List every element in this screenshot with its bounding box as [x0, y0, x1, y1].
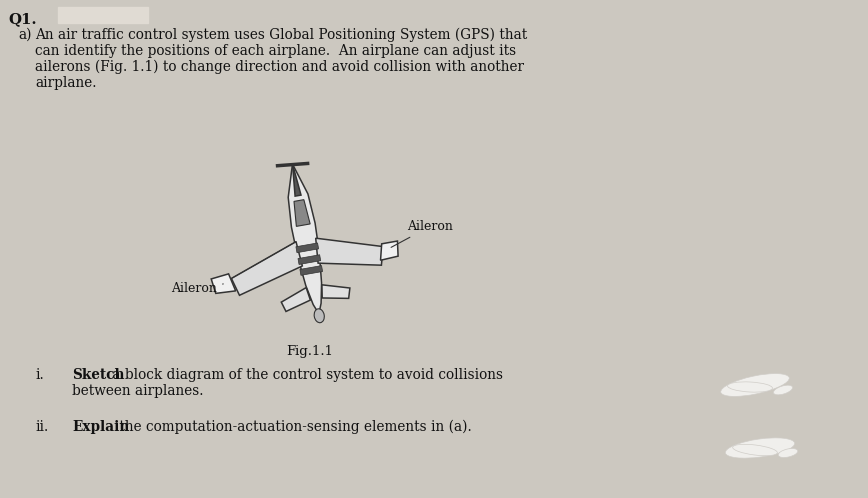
Ellipse shape	[726, 438, 795, 458]
Text: a block diagram of the control system to avoid collisions: a block diagram of the control system to…	[108, 368, 503, 382]
Text: a): a)	[18, 28, 31, 42]
FancyBboxPatch shape	[58, 7, 148, 23]
Ellipse shape	[720, 374, 789, 396]
Ellipse shape	[733, 444, 778, 456]
Polygon shape	[316, 238, 383, 265]
Text: between airplanes.: between airplanes.	[72, 384, 203, 398]
Text: ailerons (Fig. 1.1) to change direction and avoid collision with another: ailerons (Fig. 1.1) to change direction …	[35, 60, 524, 74]
Polygon shape	[322, 285, 350, 298]
Polygon shape	[300, 265, 323, 275]
Text: Aileron: Aileron	[171, 282, 223, 295]
Text: An air traffic control system uses Global Positioning System (GPS) that: An air traffic control system uses Globa…	[35, 28, 527, 42]
Text: Aileron: Aileron	[391, 220, 452, 248]
Text: ii.: ii.	[35, 420, 49, 434]
Text: the computation-actuation-sensing elements in (a).: the computation-actuation-sensing elemen…	[115, 420, 471, 434]
Ellipse shape	[779, 449, 798, 458]
Text: i.: i.	[35, 368, 43, 382]
Polygon shape	[294, 200, 310, 227]
Ellipse shape	[314, 309, 325, 323]
Text: Fig.1.1: Fig.1.1	[286, 345, 333, 358]
Polygon shape	[281, 288, 311, 311]
Text: Q1.: Q1.	[8, 12, 36, 26]
Text: can identify the positions of each airplane.  An airplane can adjust its: can identify the positions of each airpl…	[35, 44, 516, 58]
Polygon shape	[288, 164, 321, 314]
Polygon shape	[296, 243, 319, 252]
Polygon shape	[293, 164, 301, 196]
Polygon shape	[232, 242, 302, 295]
Text: airplane.: airplane.	[35, 76, 96, 90]
Polygon shape	[211, 274, 235, 293]
Text: Explain: Explain	[72, 420, 129, 434]
Ellipse shape	[773, 385, 792, 395]
Polygon shape	[298, 255, 320, 264]
Polygon shape	[380, 241, 398, 260]
Ellipse shape	[727, 382, 773, 392]
Text: Sketch: Sketch	[72, 368, 124, 382]
